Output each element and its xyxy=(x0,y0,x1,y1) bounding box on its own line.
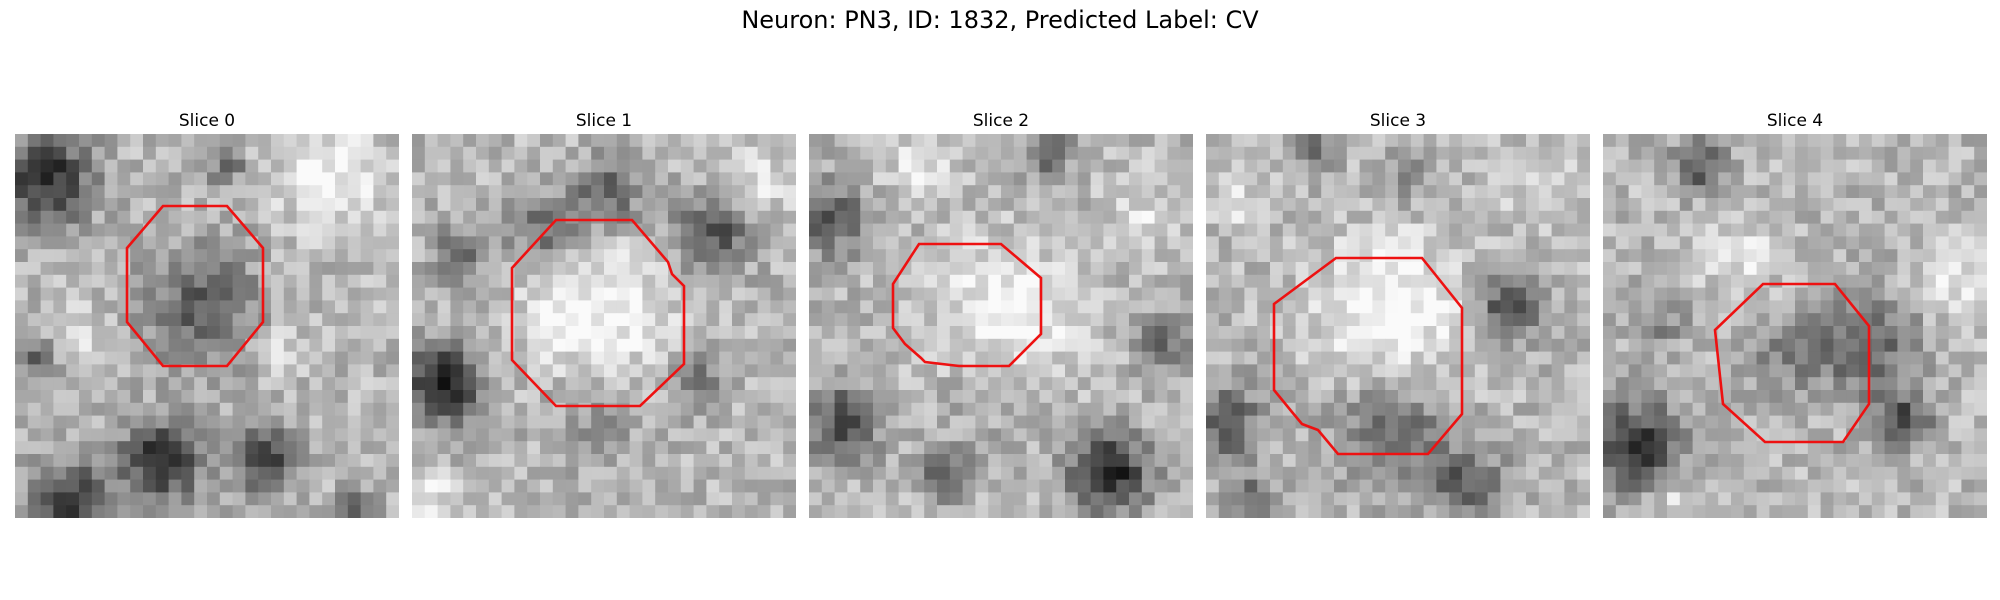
neuron-outline xyxy=(125,204,265,368)
slice-image xyxy=(1603,134,1987,518)
slice-panel-4: Slice 4 xyxy=(1603,108,1987,518)
slice-title: Slice 3 xyxy=(1369,111,1427,131)
slice-image xyxy=(412,134,796,518)
slice-title: Slice 2 xyxy=(972,111,1030,131)
neuron-outline xyxy=(891,242,1043,368)
slice-image xyxy=(1206,134,1590,518)
slice-panel-1: Slice 1 xyxy=(412,108,796,518)
slice-image xyxy=(809,134,1193,518)
slice-title: Slice 0 xyxy=(178,111,236,131)
slice-panel-2: Slice 2 xyxy=(809,108,1193,518)
neuron-outline xyxy=(510,218,686,408)
slice-panel-0: Slice 0 xyxy=(15,108,399,518)
slice-image xyxy=(15,134,399,518)
slice-panel-3: Slice 3 xyxy=(1206,108,1590,518)
neuron-outline xyxy=(1713,282,1871,444)
figure-title: Neuron: PN3, ID: 1832, Predicted Label: … xyxy=(741,6,1259,34)
slice-title: Slice 4 xyxy=(1766,111,1824,131)
neuron-outline xyxy=(1272,256,1464,456)
slice-title: Slice 1 xyxy=(575,111,633,131)
